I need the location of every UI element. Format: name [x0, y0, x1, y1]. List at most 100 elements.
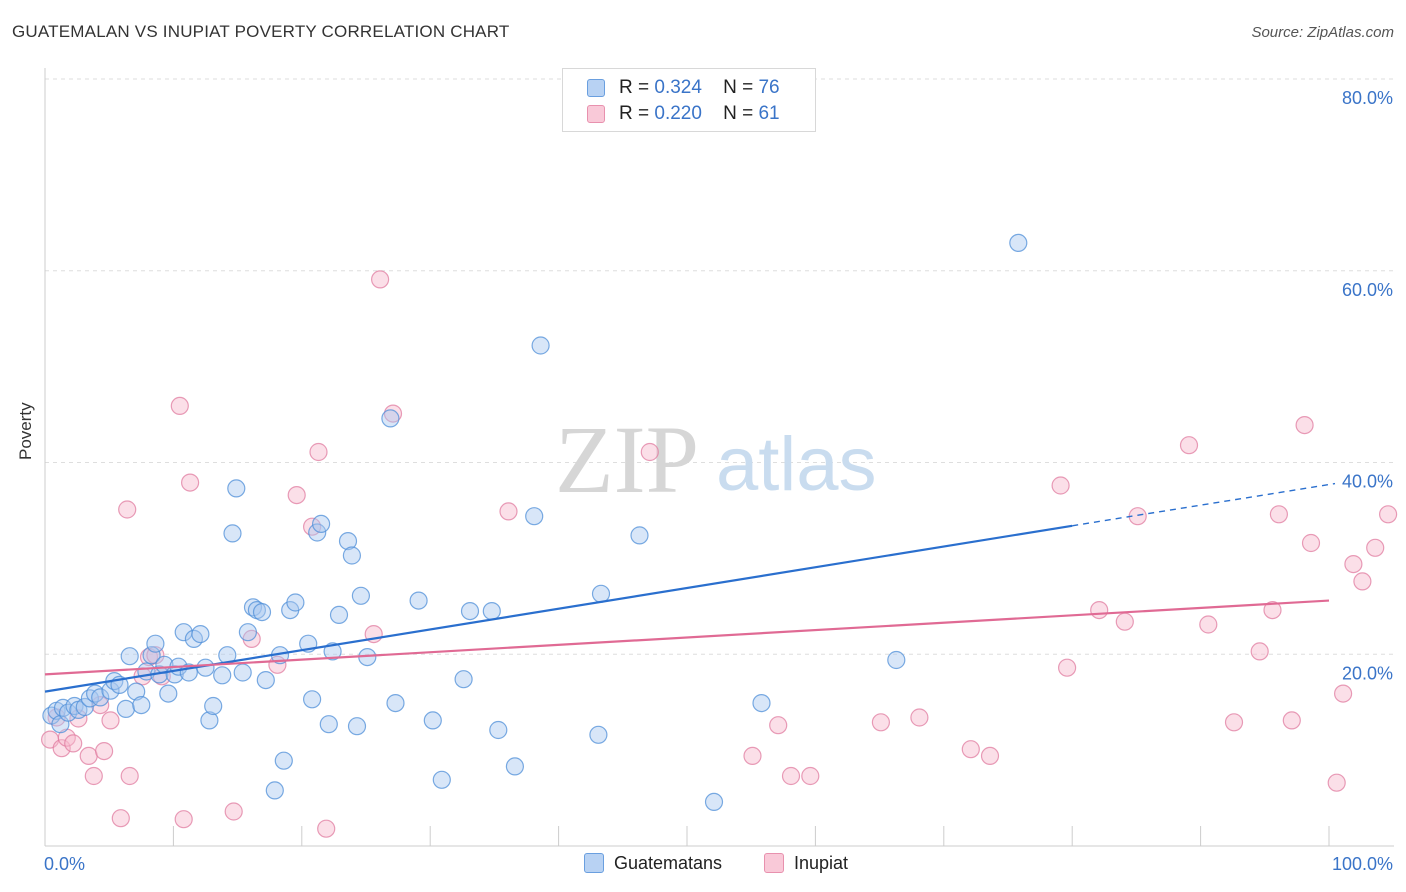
point-inupiat [1115, 612, 1134, 631]
n-label: N = [723, 103, 754, 124]
point-inupiat [1333, 684, 1353, 703]
point-inupiat [309, 442, 328, 462]
point-guatemalans [589, 725, 608, 744]
point-inupiat [120, 766, 139, 786]
guatemalans-legend-swatch [584, 853, 604, 873]
point-inupiat [781, 766, 801, 786]
point-guatemalans [591, 584, 611, 603]
point-guatemalans [454, 670, 473, 689]
point-guatemalans [347, 717, 367, 736]
point-guatemalans [274, 751, 293, 770]
point-inupiat [1378, 505, 1398, 524]
r-label: R = [619, 77, 650, 98]
y-tick-label: 60.0% [1342, 280, 1393, 300]
point-guatemalans [58, 703, 78, 722]
point-inupiat [170, 396, 189, 415]
point-inupiat [640, 442, 659, 462]
point-inupiat [383, 404, 403, 423]
point-guatemalans [423, 711, 442, 730]
grid-lines [45, 78, 1394, 655]
point-guatemalans [204, 696, 223, 716]
point-inupiat [224, 802, 243, 821]
point-guatemalans [489, 720, 508, 740]
point-inupiat [910, 708, 929, 727]
point-inupiat [52, 739, 71, 758]
point-guatemalans [525, 507, 544, 526]
point-inupiat [371, 270, 390, 289]
point-inupiat [1269, 505, 1289, 524]
point-inupiat [287, 486, 306, 505]
point-guatemalans [351, 586, 370, 605]
point-inupiat [181, 473, 200, 492]
chart-title: GUATEMALAN VS INUPIAT POVERTY CORRELATIO… [12, 22, 510, 41]
point-guatemalans [252, 602, 272, 622]
point-guatemalans [505, 757, 525, 776]
point-inupiat [91, 695, 110, 715]
legend-label-inupiat: Inupiat [794, 853, 849, 873]
point-inupiat [1179, 436, 1199, 455]
source-label: Source: ZipAtlas.com [1251, 24, 1394, 41]
point-inupiat [801, 766, 820, 786]
inupiat-swatch [587, 105, 605, 123]
point-inupiat [961, 740, 980, 759]
trend-extension-guatemalans [1072, 482, 1336, 527]
y-tick-label: 40.0% [1342, 472, 1393, 492]
point-inupiat [1344, 554, 1363, 574]
point-inupiat [84, 766, 103, 786]
r-value-inupiat: 0.220 [654, 103, 702, 124]
point-guatemalans [630, 526, 649, 545]
point-guatemalans [146, 634, 165, 653]
tick-labels: 20.0% 40.0% 60.0% 80.0% 0.0% 100.0% [44, 88, 1393, 874]
point-guatemalans [312, 514, 331, 534]
point-inupiat [1199, 615, 1218, 634]
point-guatemalans [386, 693, 405, 713]
point-guatemalans [75, 697, 94, 717]
stats-legend: R = 0.324 N = 76 R = 0.220 N = 61 [562, 68, 816, 132]
point-guatemalans [381, 409, 400, 428]
point-inupiat [980, 746, 1000, 766]
point-inupiat [1090, 600, 1109, 620]
point-inupiat [1327, 773, 1346, 792]
x-tick-label-max: 100.0% [1332, 854, 1393, 874]
axes [44, 68, 1394, 847]
point-inupiat [174, 810, 193, 829]
point-guatemalans [116, 699, 136, 719]
point-guatemalans [482, 601, 501, 621]
point-guatemalans [120, 647, 139, 666]
point-guatemalans [265, 781, 284, 800]
r-label: R = [619, 103, 650, 124]
point-inupiat [1366, 538, 1385, 557]
point-guatemalans [531, 336, 550, 355]
point-guatemalans [256, 670, 275, 690]
point-guatemalans [308, 523, 327, 542]
point-inupiat [111, 809, 130, 828]
n-value-guatemalans: 76 [758, 77, 780, 98]
zipatlas-watermark: ZIP atlas [555, 406, 877, 513]
data-points [40, 233, 1398, 838]
point-guatemalans [887, 650, 906, 670]
watermark-atlas: atlas [716, 422, 877, 507]
point-guatemalans [342, 546, 361, 565]
point-guatemalans [329, 605, 349, 625]
point-guatemalans [432, 770, 451, 789]
trend-line-inupiat [44, 599, 1330, 676]
point-guatemalans [319, 715, 338, 734]
point-inupiat [1051, 476, 1070, 495]
point-guatemalans [704, 792, 724, 812]
point-inupiat [118, 500, 137, 519]
point-inupiat [769, 716, 788, 735]
inupiat-legend-swatch [764, 853, 784, 873]
trend-lines [44, 482, 1336, 693]
point-inupiat [1224, 713, 1244, 732]
y-tick-label: 20.0% [1342, 663, 1393, 683]
point-guatemalans [323, 642, 342, 661]
point-guatemalans [338, 531, 358, 551]
point-guatemalans [213, 666, 232, 685]
point-inupiat [1263, 600, 1282, 620]
point-inupiat [1250, 642, 1269, 661]
point-guatemalans [101, 681, 120, 700]
point-inupiat [1282, 711, 1301, 730]
point-guatemalans [191, 624, 210, 644]
r-value-guatemalans: 0.324 [654, 77, 702, 98]
